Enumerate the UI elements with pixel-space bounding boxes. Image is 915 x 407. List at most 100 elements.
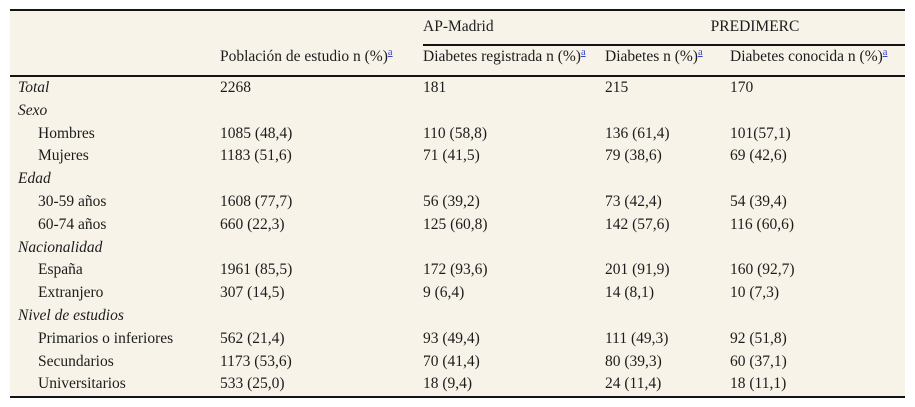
cell-value: 136 (61,4) [605,124,670,142]
table-row: Mujeres 1183 (51,6) 71 (41,5) 79 (38,6) 69 (… [10,145,905,168]
cell-value: 1085 (48,4) [220,124,293,142]
cell-value: 533 (25,0) [220,375,285,393]
table-row: Edad [10,168,905,191]
cell-value: 181 [423,79,447,96]
cell-value [220,168,423,191]
cell-value: 660 (22,3) [220,215,285,233]
group-header-spacer [10,10,423,45]
column-header-spacer [10,45,220,77]
row-label: 30-59 años [38,192,107,210]
cell-value [730,237,905,260]
row-label: Extranjero [38,284,104,302]
row-label: Nivel de estudios [18,306,124,324]
table-row: Extranjero 307 (14,5) 9 (6,4) 14 (8,1) 10 (7… [10,282,905,305]
column-header-poblacion: Población de estudio n (%)a [220,45,423,77]
cell-value: 69 (42,6) [730,147,787,165]
cell-value [220,100,423,123]
table-row: 30-59 años 1608 (77,7) 56 (39,2) 73 (42,4) 5… [10,191,905,214]
cell-value: 24 (11,4) [605,375,662,393]
table-row: Secundarios 1173 (53,6) 70 (41,4) 80 (39,3)… [10,351,905,374]
table-body: Total 2268 181 215 170 Sexo Hombres 1085 (48,4)… [10,76,905,397]
row-label: Edad [18,170,51,188]
cell-value [730,100,905,123]
cell-value [605,168,730,191]
cell-value [220,305,423,328]
cell-value [605,100,730,123]
cell-value: 9 (6,4) [423,284,465,302]
cell-value [730,168,905,191]
footnote-a-link[interactable]: a [580,46,586,58]
table-row: Nivel de estudios [10,305,905,328]
group-header-row: AP-Madrid PREDIMERC [10,10,905,46]
table-row: Total 2268 181 215 170 [10,76,905,100]
cell-value [605,237,730,260]
cell-value: 70 (41,4) [423,352,480,370]
cell-value: 10 (7,3) [730,284,780,302]
cell-value: 307 (14,5) [220,284,285,302]
cell-value [423,168,605,191]
column-header-diabetes: Diabetes n (%)a [605,45,730,77]
cell-value: 18 (11,1) [730,375,787,393]
cell-value: 101(57,1) [730,124,791,142]
table-row: Primarios o inferiores 562 (21,4) 93 (49,4… [10,328,905,351]
row-label: España [38,261,83,279]
row-label: Hombres [38,124,95,142]
cell-value: 71 (41,5) [423,147,480,165]
cell-value: 93 (49,4) [423,329,480,347]
row-label: Universitarios [38,375,126,393]
row-label: Secundarios [38,352,114,370]
cell-value: 1173 (53,6) [220,352,292,370]
cell-value: 1961 (85,5) [220,261,293,279]
cell-value: 116 (60,6) [730,215,794,233]
cell-value: 73 (42,4) [605,192,662,210]
cell-value: 18 (9,4) [423,375,473,393]
cell-value: 562 (21,4) [220,329,285,347]
group-header-ap-madrid: AP-Madrid [423,10,605,46]
cell-value [423,237,605,260]
cell-value [220,237,423,260]
cell-value: 201 (91,9) [605,261,670,279]
row-label: 60-74 años [38,215,107,233]
cell-value: 125 (60,8) [423,215,488,233]
cell-value: 110 (58,8) [423,124,487,142]
cell-value [423,100,605,123]
row-label: Primarios o inferiores [38,329,174,347]
group-label: PREDIMERC [710,18,800,35]
cell-value: 92 (51,8) [730,329,787,347]
cell-value: 56 (39,2) [423,192,480,210]
group-header-predimerc: PREDIMERC [605,10,905,46]
cell-value: 14 (8,1) [605,284,655,302]
table-row: Universitarios 533 (25,0) 18 (9,4) 24 (11,4… [10,373,905,397]
cell-value: 79 (38,6) [605,147,662,165]
study-population-table: AP-Madrid PREDIMERC Población de estudio… [10,9,905,399]
cell-value [730,305,905,328]
table-row: Hombres 1085 (48,4) 110 (58,8) 136 (61,4) 10… [10,123,905,146]
cell-value: 1608 (77,7) [220,192,293,210]
table-row: Sexo [10,100,905,123]
row-label: Mujeres [38,147,89,165]
footnote-a-link[interactable]: a [387,46,393,58]
cell-value: 215 [605,79,629,96]
column-header-row: Población de estudio n (%)a Diabetes reg… [10,45,905,77]
cell-value: 2268 [220,79,251,96]
table-row: España 1961 (85,5) 172 (93,6) 201 (91,9) 160… [10,259,905,282]
cell-value: 1183 (51,6) [220,147,292,165]
footnote-a-link[interactable]: a [697,46,703,58]
paper-table-region: AP-Madrid PREDIMERC Población de estudio… [10,9,905,399]
cell-value: 60 (37,1) [730,352,787,370]
row-label: Total [18,79,50,96]
footnote-a-link[interactable]: a [882,46,888,58]
cell-value [423,305,605,328]
cell-value: 54 (39,4) [730,192,787,210]
column-header-diabetes-conocida: Diabetes conocida n (%)a [730,45,905,77]
column-header-diabetes-registrada: Diabetes registrada n (%)a [423,45,605,77]
table-row: Nacionalidad [10,237,905,260]
cell-value: 170 [730,79,754,96]
cell-value: 111 (49,3) [605,329,669,347]
group-label: AP-Madrid [423,18,494,35]
cell-value: 172 (93,6) [423,261,488,279]
cell-value: 142 (57,6) [605,215,670,233]
table-row: 60-74 años 660 (22,3) 125 (60,8) 142 (57,6)… [10,214,905,237]
cell-value: 160 (92,7) [730,261,795,279]
cell-value: 80 (39,3) [605,352,662,370]
